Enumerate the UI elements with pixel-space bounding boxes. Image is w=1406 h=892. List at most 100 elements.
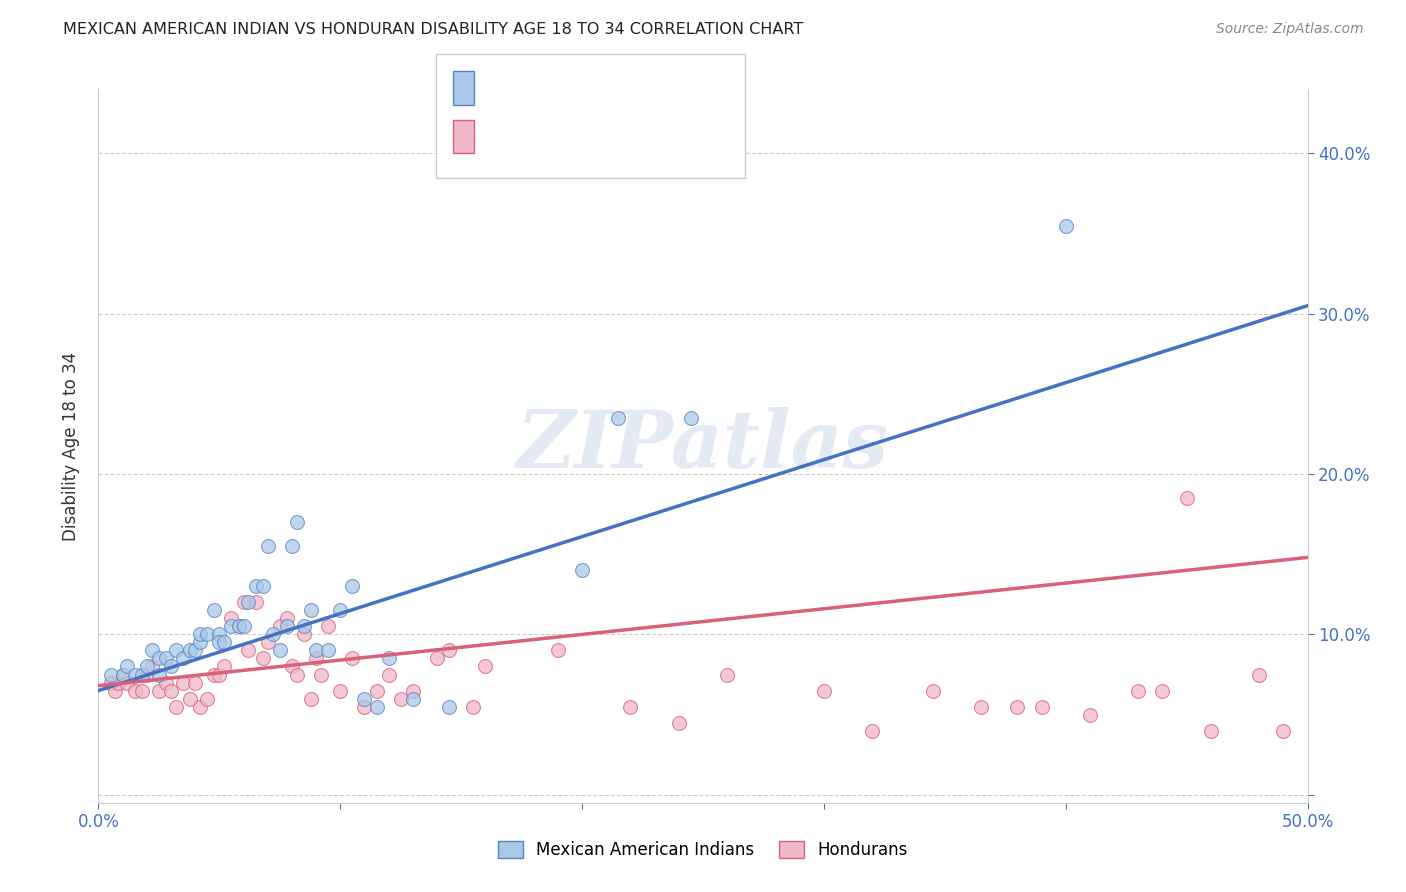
Point [1031,699,1053,714]
Point [437,643,460,657]
Point [329,683,352,698]
Point [232,619,254,633]
Point [1249,667,1271,681]
Point [1152,683,1174,698]
Point [342,579,364,593]
Point [208,627,231,641]
Text: 65: 65 [621,128,644,145]
Point [571,563,593,577]
Point [107,675,129,690]
Point [184,675,207,690]
Point [1128,683,1150,698]
Point [179,643,201,657]
Point [269,643,291,657]
Point [1078,707,1101,722]
Point [1272,723,1295,738]
Point [188,635,211,649]
Point [252,579,274,593]
Point [188,699,211,714]
Point [135,667,157,681]
Point [299,603,322,617]
Point [262,627,284,641]
Point [353,699,375,714]
Point [921,683,943,698]
Point [299,691,322,706]
Point [160,659,183,673]
Point [1054,219,1077,233]
Point [172,651,194,665]
Point [221,611,243,625]
Point [329,603,352,617]
Point [228,619,250,633]
Point [402,691,425,706]
Point [165,699,187,714]
Point [716,667,738,681]
Point [208,667,231,681]
Point [1199,723,1222,738]
Text: 0.291: 0.291 [524,128,576,145]
Point [353,691,375,706]
Point [141,643,163,657]
Point [1175,491,1198,505]
Text: 49: 49 [621,79,645,97]
Point [970,699,993,714]
Point [366,683,388,698]
Point [188,627,211,641]
Point [204,603,226,617]
Point [195,691,218,706]
Point [165,643,187,657]
Point [309,667,332,681]
Point [238,643,260,657]
Point [221,619,243,633]
Point [131,667,153,681]
Text: MEXICAN AMERICAN INDIAN VS HONDURAN DISABILITY AGE 18 TO 34 CORRELATION CHART: MEXICAN AMERICAN INDIAN VS HONDURAN DISA… [63,22,803,37]
Point [437,699,460,714]
Point [377,651,399,665]
Point [276,619,298,633]
Point [342,651,364,665]
Point [111,667,134,681]
Point [316,619,339,633]
Text: N =: N = [575,128,623,145]
Point [212,659,235,673]
Point [124,683,146,698]
Point [204,667,226,681]
Point [252,651,274,665]
Point [141,659,163,673]
Point [256,539,278,553]
Point [179,691,201,706]
Point [256,635,278,649]
Legend: Mexican American Indians, Hondurans: Mexican American Indians, Hondurans [491,834,915,866]
Point [389,691,412,706]
Point [228,619,250,633]
Point [195,627,218,641]
Point [172,675,194,690]
Point [281,659,304,673]
Point [377,667,399,681]
Point [245,595,267,609]
Point [402,683,425,698]
Point [117,675,139,690]
Point [245,579,267,593]
Point [155,651,177,665]
Point [100,675,122,690]
Point [148,683,170,698]
Text: R =: R = [485,128,522,145]
Point [607,411,630,425]
Point [124,667,146,681]
Point [619,699,641,714]
Point [679,411,702,425]
Point [100,667,122,681]
Point [281,539,304,553]
Text: Source: ZipAtlas.com: Source: ZipAtlas.com [1216,22,1364,37]
Point [111,667,134,681]
Text: 0.639: 0.639 [524,79,576,97]
Text: N =: N = [575,79,623,97]
Point [212,635,235,649]
Point [135,659,157,673]
Point [292,627,315,641]
Text: R =: R = [485,79,522,97]
Point [238,595,260,609]
Point [148,667,170,681]
Point [463,699,485,714]
